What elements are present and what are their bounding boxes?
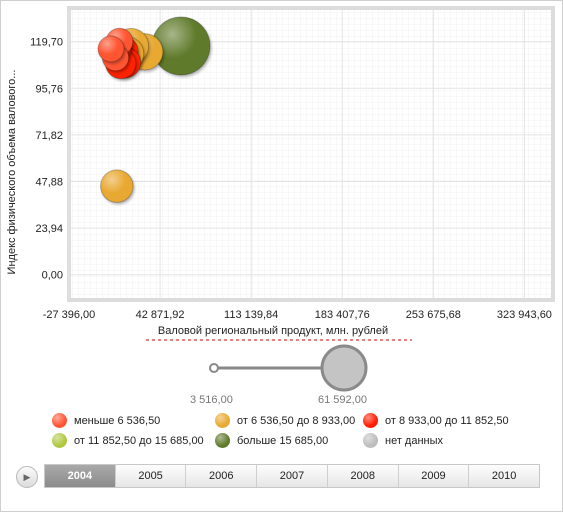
x-tick-label: 323 943,60 [497, 309, 552, 321]
year-tab-2005[interactable]: 2005 [116, 465, 187, 487]
y-tick-label: 47,88 [35, 176, 63, 188]
timeline: ▶ 2004 2005 2006 2007 2008 2009 2010 [16, 464, 542, 490]
year-tab-2007[interactable]: 2007 [257, 465, 328, 487]
legend-swatch [52, 413, 67, 428]
size-legend [209, 344, 368, 392]
play-button[interactable]: ▶ [16, 466, 38, 488]
color-legend: меньше 6 536,50 от 6 536,50 до 8 933,00 от… [52, 413, 532, 453]
legend-swatch [52, 433, 67, 448]
y-axis-title: Индекс физического объема валового... [6, 70, 18, 275]
legend-label: меньше 6 536,50 [74, 414, 161, 427]
year-tab-2008[interactable]: 2008 [328, 465, 399, 487]
legend-item[interactable]: больше 15 685,00 [215, 433, 328, 448]
bubble[interactable] [151, 16, 211, 76]
legend-swatch [215, 413, 230, 428]
x-tick-label: 113 139,84 [224, 309, 278, 321]
year-tab-2010[interactable]: 2010 [491, 470, 517, 482]
x-tick-label: 42 871,92 [136, 309, 185, 321]
year-selector: 2004 2005 2006 2007 2008 2009 2010 [44, 464, 540, 488]
legend-item[interactable]: нет данных [363, 433, 443, 448]
bubble[interactable] [97, 35, 125, 63]
size-legend-max-circle [320, 344, 368, 392]
legend-item[interactable]: от 6 536,50 до 8 933,00 [215, 413, 355, 428]
size-legend-min-label: 3 516,00 [190, 394, 233, 406]
legend-label: от 6 536,50 до 8 933,00 [237, 414, 356, 427]
x-axis-title: Валовой региональный продукт, млн. рубле… [158, 325, 388, 337]
legend-label: больше 15 685,00 [237, 434, 329, 447]
year-tab-2009[interactable]: 2009 [399, 465, 470, 487]
legend-item[interactable]: от 11 852,50 до 15 685,00 [52, 433, 204, 448]
legend-label: нет данных [385, 434, 444, 447]
y-tick-label: 95,76 [35, 83, 63, 95]
bubble[interactable] [100, 169, 134, 203]
legend-swatch [215, 433, 230, 448]
year-tab-2006[interactable]: 2006 [186, 465, 258, 487]
y-tick-label: 23,94 [35, 223, 63, 235]
legend-swatch [363, 413, 378, 428]
y-tick-label: 119,70 [30, 37, 63, 49]
x-tick-label: 183 407,76 [315, 309, 370, 321]
legend-swatch [363, 433, 378, 448]
x-tick-label: -27 396,00 [43, 309, 96, 321]
size-legend-max-label: 61 592,00 [318, 394, 367, 406]
y-tick-label: 71,82 [35, 130, 63, 142]
year-tab-2004[interactable]: 2004 [45, 465, 116, 487]
x-tick-label: 253 675,68 [406, 309, 461, 321]
legend-item[interactable]: от 8 933,00 до 11 852,50 [363, 413, 509, 428]
bubble-chart: 119,70 95,76 71,82 47,88 23,94 0,00 -27 396,0… [6, 6, 555, 392]
y-tick-label: 0,00 [42, 270, 63, 282]
legend-item[interactable]: меньше 6 536,50 [52, 413, 160, 428]
size-legend-min-circle [209, 363, 219, 373]
legend-label: от 11 852,50 до 15 685,00 [74, 434, 204, 447]
play-icon: ▶ [23, 471, 31, 482]
legend-label: от 8 933,00 до 11 852,50 [385, 414, 509, 427]
